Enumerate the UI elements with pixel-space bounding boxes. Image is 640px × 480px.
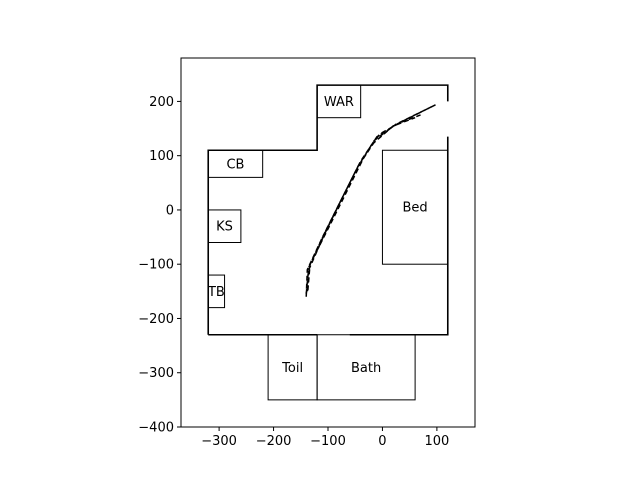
x-tick-label: 0 [378, 434, 386, 449]
room-label-ks: KS [216, 220, 233, 235]
room-label-war: WAR [324, 95, 354, 110]
room-label-toil: Toil [281, 361, 303, 376]
room-label-bed: Bed [403, 201, 428, 216]
rooms: WAR CB KS TB Bed Toil Bath [207, 84, 449, 401]
x-tick-label: −300 [201, 434, 237, 449]
room-tb [207, 274, 226, 309]
room-label-bath: Bath [351, 361, 381, 376]
y-tick-label: −100 [138, 258, 174, 273]
x-tick-label: −100 [310, 434, 346, 449]
y-tick-label: 0 [166, 203, 174, 218]
x-tick-label: −200 [256, 434, 292, 449]
room-war [316, 84, 362, 119]
y-tick-label: 100 [149, 149, 174, 164]
trajectories [305, 103, 438, 297]
y-tick-label: −300 [138, 366, 174, 381]
room-cb [207, 149, 264, 178]
room-ks [207, 209, 242, 243]
trajectory-line [307, 103, 438, 291]
y-tick-label: −400 [138, 421, 174, 436]
room-bath [316, 334, 416, 401]
trajectory-line [305, 116, 416, 297]
room-label-tb: TB [207, 285, 225, 300]
y-tick-label: −200 [138, 312, 174, 327]
y-tick-label: 200 [149, 95, 174, 110]
x-tick-label: 100 [424, 434, 449, 449]
room-bed [381, 149, 449, 265]
room-label-cb: CB [226, 157, 244, 172]
axis-ticks: −300 −200 −100 0 100 −400 −300 −200 −100 0 100 200 [138, 95, 449, 449]
wall-segment [349, 136, 449, 336]
